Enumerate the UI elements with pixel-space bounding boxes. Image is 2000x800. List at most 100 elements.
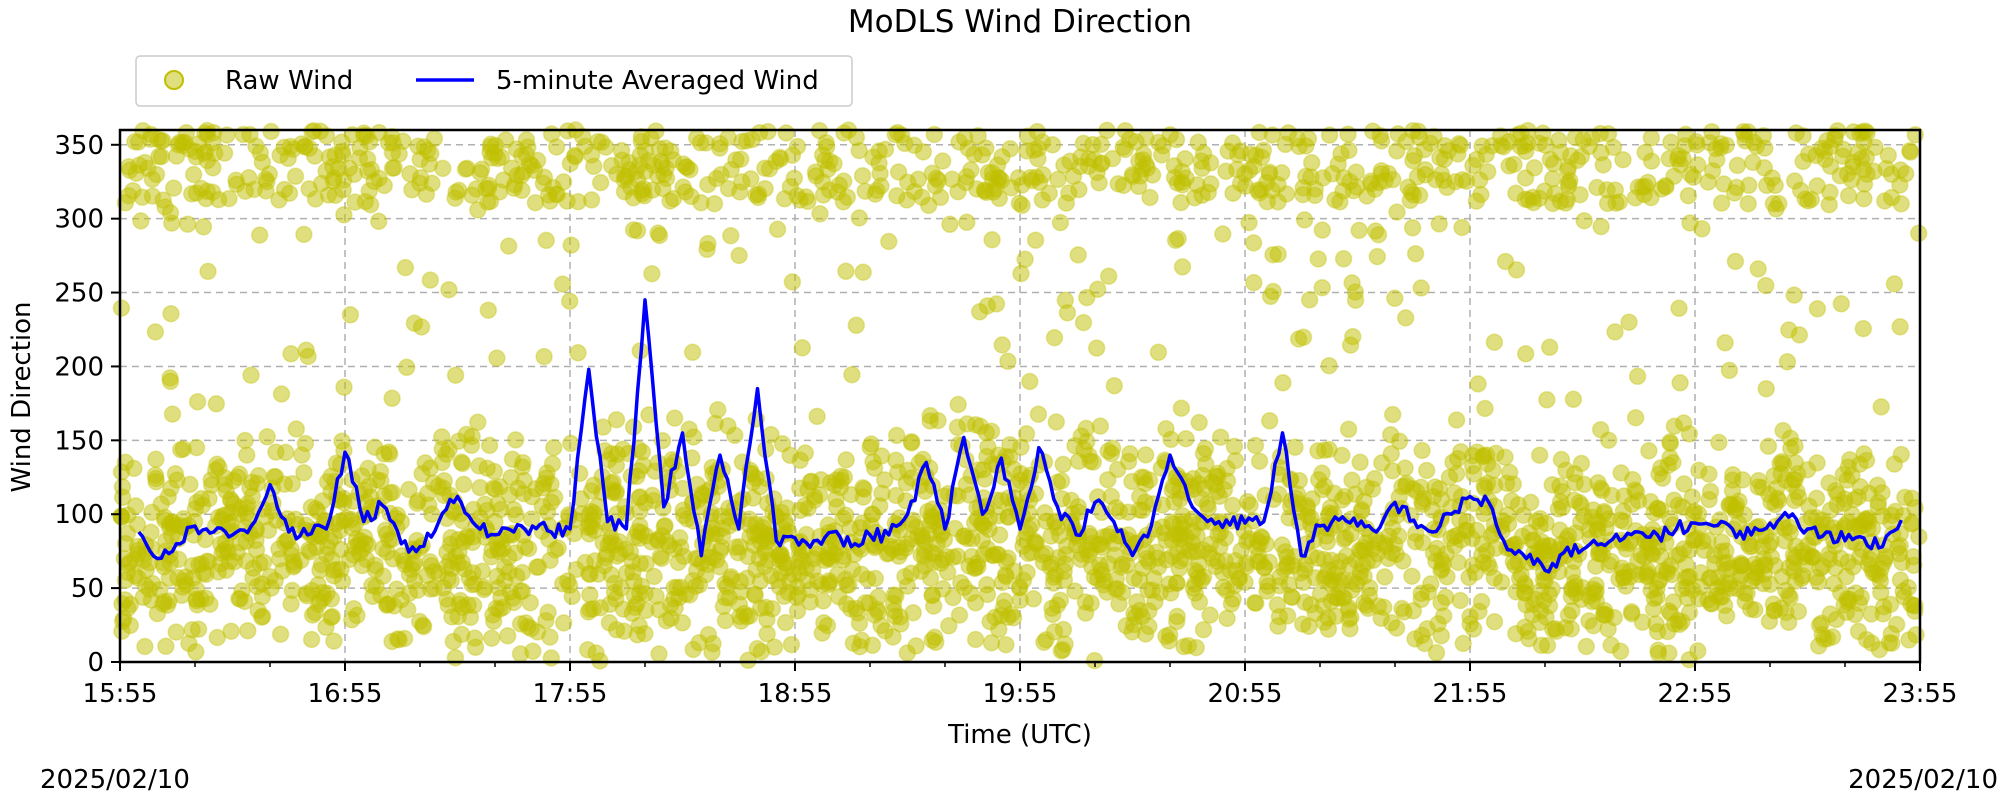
raw-wind-point: [471, 478, 489, 497]
raw-wind-point: [470, 457, 488, 475]
raw-wind-point: [731, 183, 749, 201]
raw-wind-point: [1717, 607, 1736, 625]
raw-wind-point: [287, 420, 306, 438]
raw-wind-point: [1874, 597, 1893, 616]
raw-wind-point: [647, 587, 665, 605]
raw-wind-point: [423, 505, 441, 523]
raw-wind-point: [1434, 607, 1453, 625]
raw-wind-point: [1005, 562, 1024, 580]
raw-wind-point: [970, 303, 989, 321]
raw-wind-point: [1588, 520, 1606, 538]
raw-wind-point: [913, 526, 931, 545]
raw-wind-point: [788, 578, 806, 596]
raw-wind-point: [1526, 590, 1544, 609]
raw-wind-point: [904, 603, 922, 622]
raw-wind-point: [828, 565, 847, 584]
raw-wind-point: [984, 183, 1002, 201]
raw-wind-point: [1502, 491, 1521, 510]
raw-wind-point: [605, 574, 624, 593]
legend-raw-wind-marker: [164, 70, 184, 90]
raw-wind-point: [312, 555, 331, 574]
raw-wind-point: [1854, 319, 1873, 338]
raw-wind-point: [1103, 149, 1122, 168]
raw-wind-point: [773, 435, 792, 453]
raw-wind-point: [1565, 465, 1584, 483]
raw-wind-point: [1825, 574, 1843, 593]
raw-wind-point: [1173, 258, 1192, 276]
raw-wind-point: [1216, 529, 1235, 547]
raw-wind-point: [1029, 405, 1048, 423]
raw-wind-point: [797, 188, 815, 206]
raw-wind-point: [184, 165, 203, 184]
raw-wind-point: [511, 615, 530, 633]
raw-wind-point: [768, 220, 787, 239]
raw-wind-point: [1375, 568, 1394, 586]
raw-wind-point: [167, 147, 186, 165]
raw-wind-point: [113, 612, 132, 631]
raw-wind-point: [449, 530, 467, 549]
raw-wind-point: [837, 451, 855, 469]
raw-wind-point: [398, 600, 417, 619]
raw-wind-point: [652, 549, 671, 568]
raw-wind-point: [1168, 607, 1186, 626]
raw-wind-point: [1404, 186, 1423, 204]
y-tick-label: 150: [54, 426, 104, 456]
raw-wind-point: [1078, 288, 1096, 307]
raw-wind-point: [751, 599, 770, 617]
raw-wind-point: [722, 570, 740, 588]
raw-wind-point: [1798, 460, 1817, 479]
raw-wind-point: [642, 533, 661, 551]
raw-wind-point: [765, 638, 784, 656]
raw-wind-point: [639, 152, 658, 170]
raw-wind-point: [1780, 321, 1798, 339]
raw-wind-point: [1016, 250, 1034, 269]
raw-wind-point: [1809, 637, 1828, 655]
raw-wind-point: [1708, 151, 1726, 169]
raw-wind-point: [1531, 516, 1549, 535]
raw-wind-point: [1240, 213, 1258, 232]
raw-wind-point: [1885, 275, 1904, 293]
raw-wind-point: [1105, 376, 1124, 395]
raw-wind-point: [194, 218, 213, 236]
raw-wind-point: [283, 581, 302, 600]
raw-wind-point: [1497, 474, 1516, 493]
raw-wind-point: [929, 171, 948, 190]
raw-wind-point: [977, 423, 996, 442]
raw-wind-point: [1536, 136, 1555, 155]
raw-wind-point: [980, 520, 998, 538]
raw-wind-point: [661, 142, 680, 160]
raw-wind-point: [1352, 500, 1371, 519]
raw-wind-point: [560, 292, 579, 310]
raw-wind-point: [1157, 420, 1175, 438]
raw-wind-point: [961, 584, 980, 602]
raw-wind-point: [136, 637, 154, 656]
raw-wind-point: [615, 182, 634, 201]
raw-wind-point: [632, 523, 650, 542]
raw-wind-point: [576, 553, 595, 572]
raw-wind-point: [300, 180, 318, 198]
raw-wind-point: [1037, 512, 1055, 530]
raw-wind-point: [783, 273, 802, 291]
raw-wind-point: [1741, 538, 1759, 556]
raw-wind-point: [178, 215, 197, 233]
raw-wind-point: [1403, 219, 1422, 237]
raw-wind-point: [1746, 563, 1764, 582]
raw-wind-point: [142, 523, 160, 541]
raw-wind-point: [1432, 626, 1451, 645]
raw-wind-point: [1434, 554, 1453, 573]
raw-wind-point: [949, 395, 967, 414]
raw-wind-point: [1035, 633, 1053, 652]
raw-wind-point: [1172, 399, 1191, 417]
raw-wind-point: [1494, 137, 1513, 156]
raw-wind-point: [1383, 405, 1402, 424]
raw-wind-point: [383, 389, 401, 408]
raw-wind-point: [125, 459, 143, 478]
raw-wind-point: [1290, 137, 1308, 156]
raw-wind-point: [726, 538, 745, 557]
raw-wind-point: [356, 534, 375, 553]
raw-wind-point: [997, 635, 1015, 654]
raw-wind-point: [735, 604, 753, 623]
raw-wind-point: [1049, 170, 1067, 189]
raw-wind-point: [1787, 124, 1805, 142]
raw-wind-point: [521, 593, 540, 612]
